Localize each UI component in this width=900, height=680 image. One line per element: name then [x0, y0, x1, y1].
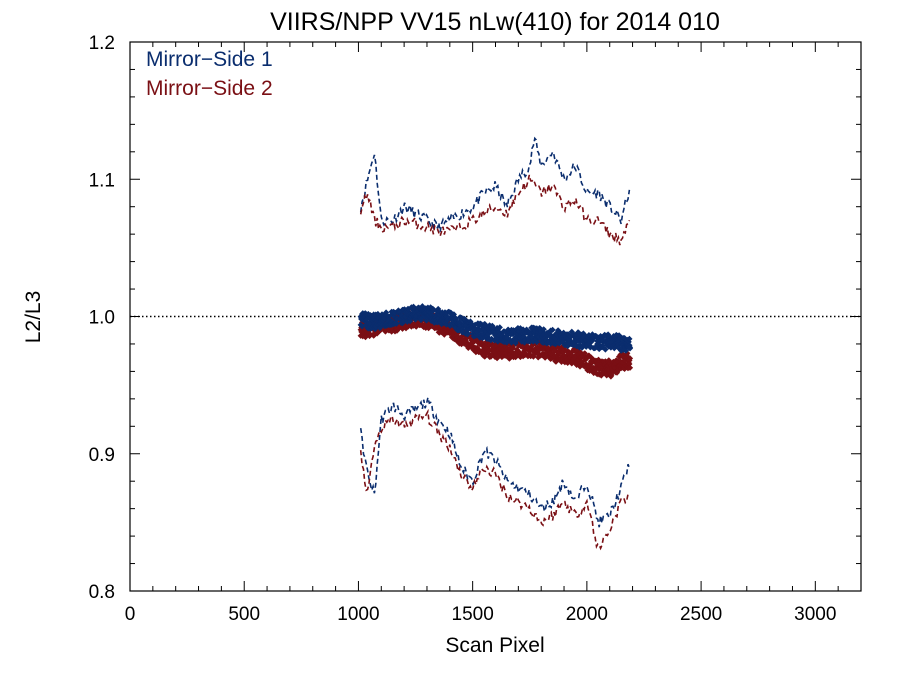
x-tick-label: 0	[125, 604, 136, 625]
chart-marks	[130, 136, 861, 551]
y-axis-label: L2/L3	[22, 291, 45, 344]
series-2-point	[626, 355, 634, 362]
series-1-point	[626, 344, 634, 351]
y-tick-label: 1.0	[89, 308, 115, 329]
series-1-point	[393, 316, 401, 323]
y-tick-label: 1.1	[89, 170, 115, 191]
series-1-points	[357, 303, 634, 354]
y-tick-label: 0.8	[89, 582, 115, 603]
x-tick-label: 500	[228, 604, 260, 625]
chart-axes: 0 500 1000 1500 2000 2500 3000 0.8 0.9 1.0 1.1 1.2	[89, 33, 862, 625]
chart-title: VIIRS/NPP VV15 nLw(410) for 2014 010	[270, 8, 720, 36]
legend-mirror-side-2: Mirror−Side 2	[146, 77, 273, 100]
legend-mirror-side-1: Mirror−Side 1	[146, 48, 273, 71]
series-2-upper-band	[359, 174, 631, 246]
series-1-lower-band	[359, 397, 631, 528]
series-2-point	[581, 350, 588, 357]
x-tick-label: 3000	[794, 604, 836, 625]
series-1-point	[540, 326, 547, 333]
y-tick-label: 1.2	[89, 33, 115, 54]
series-2-lower-band	[359, 408, 630, 551]
series-1-point	[464, 331, 471, 338]
x-axis-label: Scan Pixel	[445, 634, 544, 657]
series-1-point	[393, 320, 400, 327]
x-tick-label: 2000	[566, 604, 608, 625]
x-tick-label: 1000	[337, 604, 379, 625]
x-tick-label: 1500	[452, 604, 494, 625]
series-1-upper-band	[359, 136, 631, 232]
series-1-point	[626, 335, 633, 343]
y-tick-label: 0.9	[89, 445, 115, 466]
series-1-point	[496, 324, 503, 331]
series-2-point	[626, 364, 634, 371]
x-tick-label: 2500	[680, 604, 722, 625]
series-1-point	[549, 326, 556, 334]
